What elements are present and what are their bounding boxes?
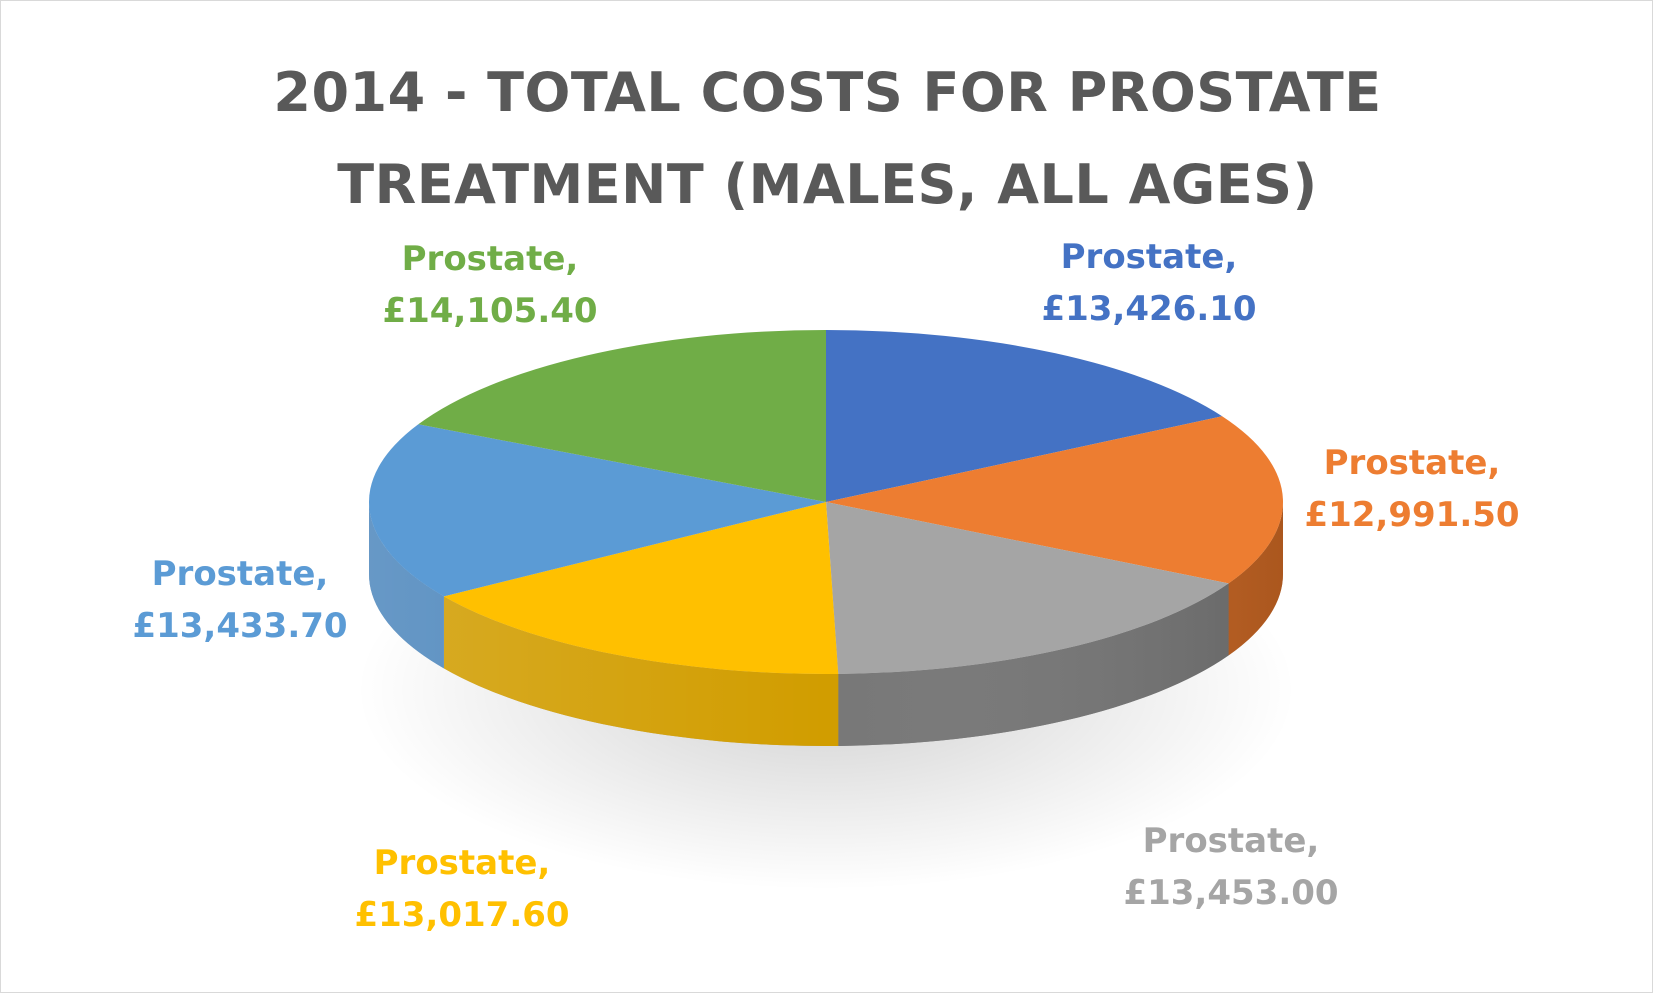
data-label-5: Prostate, £13,433.70	[132, 554, 347, 646]
pie-slice-6	[418, 330, 826, 502]
data-label-category-3: Prostate,	[1143, 821, 1320, 861]
chart-title-line-1: 2014 - TOTAL COSTS FOR PROSTATE	[273, 61, 1382, 124]
chart-title-line-2: TREATMENT (MALES, ALL AGES)	[337, 153, 1318, 216]
data-label-3: Prostate, £13,453.00	[1123, 821, 1338, 913]
data-label-value-3: £13,453.00	[1123, 873, 1338, 913]
data-label-category-5: Prostate,	[152, 554, 329, 594]
data-label-category-4: Prostate,	[374, 843, 551, 883]
chart-title: 2014 - TOTAL COSTS FOR PROSTATE TREATMEN…	[1, 47, 1653, 231]
pie-slice-2	[826, 416, 1283, 584]
pie-slice-3	[826, 502, 1229, 674]
data-label-value-6: £14,105.40	[382, 291, 597, 331]
data-label-4: Prostate, £13,017.60	[354, 843, 569, 935]
pie-slice-4	[443, 502, 839, 674]
data-label-category-2: Prostate,	[1324, 443, 1501, 483]
pie-slice-5	[369, 424, 826, 597]
data-label-category-6: Prostate,	[402, 239, 579, 279]
data-label-category-1: Prostate,	[1061, 237, 1238, 277]
pie-side-shading	[369, 502, 1283, 746]
data-label-value-4: £13,017.60	[354, 895, 569, 935]
data-label-value-2: £12,991.50	[1304, 495, 1519, 535]
data-label-value-5: £13,433.70	[132, 606, 347, 646]
data-label-value-1: £13,426.10	[1041, 289, 1256, 329]
data-label-6: Prostate, £14,105.40	[382, 239, 597, 331]
pie-slice-1	[826, 330, 1223, 502]
data-label-1: Prostate, £13,426.10	[1041, 237, 1256, 329]
data-label-2: Prostate, £12,991.50	[1304, 443, 1519, 535]
